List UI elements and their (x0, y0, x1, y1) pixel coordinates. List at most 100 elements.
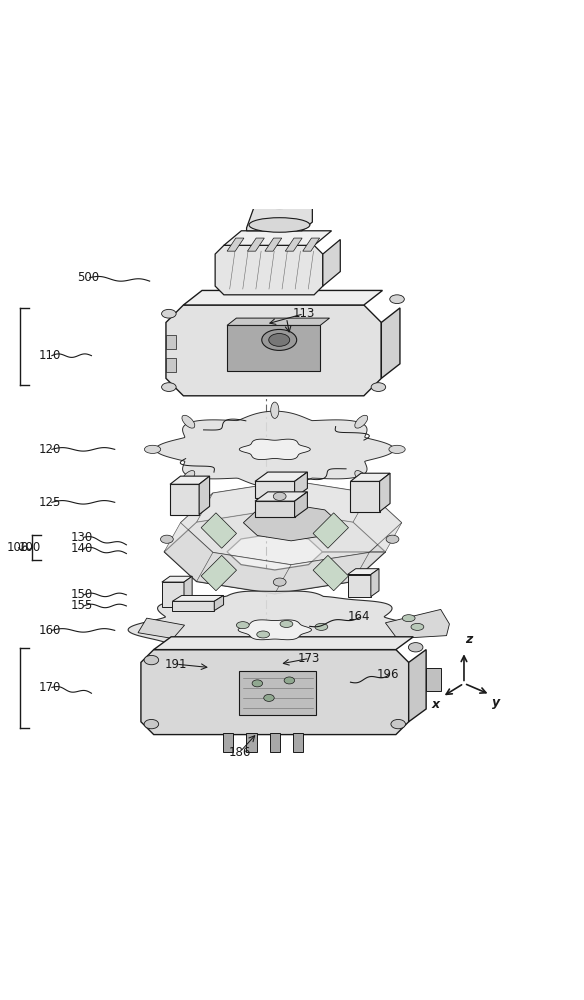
Text: y: y (492, 696, 500, 709)
Ellipse shape (402, 615, 415, 622)
Text: x: x (432, 698, 440, 711)
Polygon shape (244, 505, 339, 541)
Ellipse shape (144, 655, 159, 665)
Polygon shape (164, 523, 213, 582)
Text: 113: 113 (292, 307, 315, 320)
Polygon shape (238, 620, 311, 640)
Polygon shape (285, 238, 302, 251)
Text: 186: 186 (228, 746, 251, 759)
Polygon shape (172, 595, 224, 601)
Polygon shape (227, 318, 329, 325)
Text: 164: 164 (347, 610, 370, 623)
Polygon shape (255, 472, 307, 481)
Polygon shape (184, 576, 192, 607)
Bar (293, 733, 303, 752)
Polygon shape (350, 473, 390, 481)
Ellipse shape (386, 535, 399, 543)
Text: 150: 150 (71, 588, 93, 601)
Polygon shape (380, 473, 390, 512)
Bar (313, 555, 349, 591)
Ellipse shape (264, 694, 274, 701)
Polygon shape (180, 481, 402, 565)
Ellipse shape (411, 623, 424, 630)
Polygon shape (350, 481, 380, 512)
Polygon shape (227, 325, 320, 371)
Ellipse shape (271, 480, 279, 497)
Polygon shape (255, 481, 294, 498)
Polygon shape (170, 476, 210, 484)
Ellipse shape (182, 415, 195, 428)
Polygon shape (172, 601, 214, 611)
Ellipse shape (161, 535, 173, 543)
Polygon shape (426, 668, 441, 691)
Ellipse shape (391, 719, 405, 729)
Polygon shape (162, 576, 192, 582)
Text: 100: 100 (19, 541, 41, 554)
Text: 155: 155 (71, 599, 93, 612)
Ellipse shape (257, 631, 270, 638)
Polygon shape (154, 637, 413, 650)
Polygon shape (170, 484, 199, 515)
Ellipse shape (248, 180, 311, 209)
Ellipse shape (390, 295, 404, 304)
Ellipse shape (315, 623, 328, 630)
Ellipse shape (262, 329, 297, 350)
Polygon shape (128, 591, 422, 668)
Ellipse shape (269, 334, 290, 346)
Bar (201, 513, 237, 548)
Ellipse shape (408, 643, 423, 652)
Polygon shape (164, 510, 385, 594)
Polygon shape (275, 552, 369, 594)
Text: 191: 191 (164, 658, 187, 671)
Bar (313, 513, 349, 548)
Ellipse shape (280, 620, 293, 627)
Polygon shape (409, 650, 426, 722)
Polygon shape (246, 199, 312, 231)
Polygon shape (166, 358, 176, 372)
Polygon shape (294, 492, 307, 517)
Polygon shape (294, 472, 307, 498)
Text: 125: 125 (39, 496, 61, 509)
Polygon shape (255, 501, 294, 517)
Polygon shape (347, 575, 371, 597)
Polygon shape (197, 552, 291, 594)
Ellipse shape (271, 402, 279, 418)
Polygon shape (199, 476, 210, 515)
Polygon shape (227, 238, 244, 251)
Ellipse shape (371, 383, 385, 391)
Polygon shape (265, 238, 282, 251)
Polygon shape (248, 238, 265, 251)
Polygon shape (323, 240, 340, 286)
Bar (201, 555, 237, 591)
Polygon shape (385, 609, 450, 639)
Ellipse shape (249, 218, 310, 232)
Text: 196: 196 (377, 668, 399, 681)
Text: 160: 160 (39, 624, 61, 637)
Ellipse shape (255, 183, 304, 205)
Polygon shape (371, 569, 379, 597)
Ellipse shape (273, 492, 286, 500)
Polygon shape (215, 245, 323, 295)
Polygon shape (347, 569, 379, 575)
Polygon shape (183, 290, 383, 305)
Ellipse shape (284, 677, 294, 684)
Polygon shape (166, 335, 176, 349)
Polygon shape (255, 492, 307, 501)
Ellipse shape (162, 309, 176, 318)
Polygon shape (239, 439, 310, 460)
Polygon shape (275, 481, 369, 522)
Polygon shape (162, 582, 184, 607)
Polygon shape (141, 650, 409, 735)
Text: 140: 140 (71, 542, 93, 555)
Text: 500: 500 (77, 271, 99, 284)
Text: 170: 170 (39, 681, 61, 694)
Text: z: z (465, 633, 472, 646)
Polygon shape (303, 238, 319, 251)
Text: 130: 130 (71, 531, 93, 544)
Ellipse shape (237, 622, 249, 629)
Text: 100: 100 (7, 541, 29, 554)
Polygon shape (353, 523, 402, 582)
Polygon shape (164, 493, 213, 552)
Text: 120: 120 (39, 443, 61, 456)
Polygon shape (155, 411, 394, 488)
